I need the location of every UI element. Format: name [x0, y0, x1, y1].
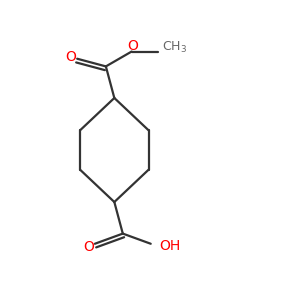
Text: O: O: [83, 240, 94, 254]
Text: OH: OH: [160, 239, 181, 253]
Text: O: O: [65, 50, 76, 64]
Text: O: O: [127, 39, 138, 52]
Text: CH$_3$: CH$_3$: [162, 40, 187, 55]
